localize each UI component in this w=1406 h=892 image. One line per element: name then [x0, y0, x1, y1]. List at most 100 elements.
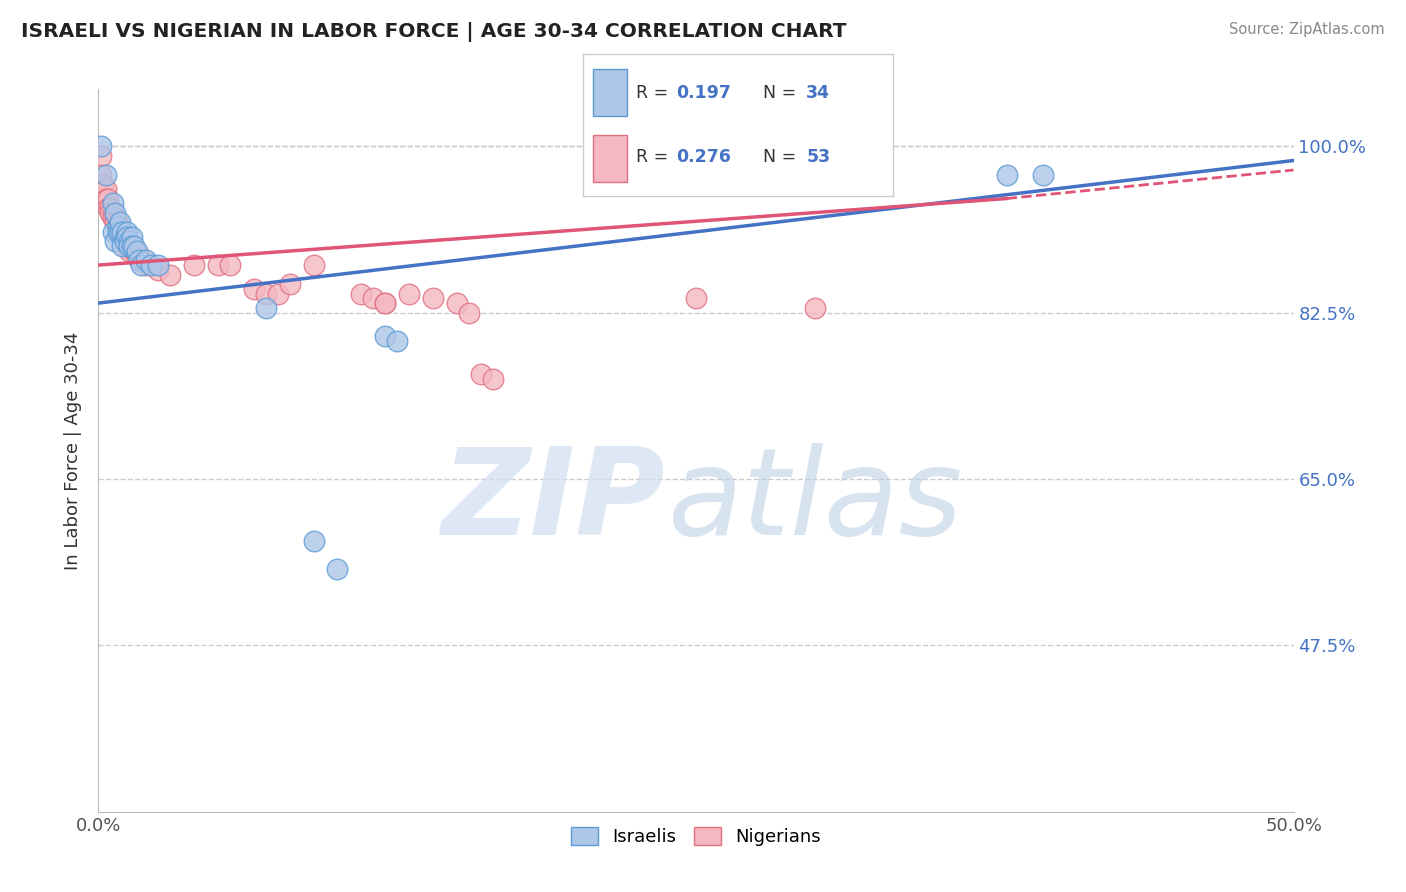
Text: Source: ZipAtlas.com: Source: ZipAtlas.com	[1229, 22, 1385, 37]
Point	[374, 296, 396, 310]
Point	[385, 334, 409, 348]
Point	[446, 296, 468, 310]
Point	[374, 329, 396, 343]
Point	[115, 235, 138, 249]
FancyBboxPatch shape	[593, 70, 627, 116]
Point	[115, 239, 138, 253]
Text: ZIP: ZIP	[440, 442, 665, 559]
Point	[111, 225, 134, 239]
Point	[104, 206, 127, 220]
Point	[104, 211, 127, 225]
Point	[278, 277, 301, 291]
Point	[94, 182, 117, 196]
Point	[108, 215, 131, 229]
Point	[254, 301, 277, 315]
Point	[995, 168, 1018, 182]
Point	[131, 253, 153, 268]
Point	[481, 372, 505, 386]
Point	[101, 225, 124, 239]
Text: 0.276: 0.276	[676, 148, 731, 166]
Point	[91, 178, 114, 192]
Point	[302, 533, 325, 548]
FancyBboxPatch shape	[593, 135, 627, 182]
Point	[125, 249, 148, 263]
Point	[374, 296, 396, 310]
Point	[139, 258, 162, 272]
Point	[326, 562, 349, 576]
Point	[254, 286, 277, 301]
Point	[243, 282, 266, 296]
Point	[128, 253, 150, 268]
Text: R =: R =	[636, 148, 673, 166]
Point	[118, 244, 141, 258]
Point	[107, 215, 129, 229]
Point	[111, 239, 134, 253]
Point	[148, 262, 170, 277]
Point	[302, 258, 325, 272]
Point	[108, 220, 131, 235]
Point	[219, 258, 242, 272]
Text: 53: 53	[806, 148, 831, 166]
Text: 34: 34	[806, 84, 830, 102]
Point	[685, 291, 707, 305]
Point	[111, 229, 134, 244]
Point	[114, 235, 136, 249]
Point	[124, 239, 146, 253]
Point	[114, 229, 136, 244]
Point	[207, 258, 229, 272]
Text: 0.197: 0.197	[676, 84, 731, 102]
Point	[458, 305, 481, 319]
Point	[101, 211, 124, 225]
Point	[350, 286, 373, 301]
Point	[1032, 168, 1054, 182]
Point	[97, 192, 120, 206]
Point	[121, 229, 143, 244]
Point	[128, 249, 150, 263]
Point	[118, 239, 141, 253]
Point	[804, 301, 827, 315]
Point	[107, 225, 129, 239]
Point	[422, 291, 444, 305]
Text: atlas: atlas	[668, 442, 963, 559]
Point	[97, 201, 120, 215]
Point	[114, 235, 136, 249]
Text: R =: R =	[636, 84, 673, 102]
Point	[363, 291, 385, 305]
Text: N =: N =	[763, 84, 801, 102]
Point	[108, 225, 131, 239]
Text: N =: N =	[763, 148, 801, 166]
Point	[135, 253, 157, 268]
Legend: Israelis, Nigerians: Israelis, Nigerians	[564, 820, 828, 854]
Point	[148, 258, 170, 272]
Point	[115, 229, 138, 244]
Point	[115, 225, 138, 239]
Point	[183, 258, 205, 272]
Point	[104, 215, 127, 229]
Y-axis label: In Labor Force | Age 30-34: In Labor Force | Age 30-34	[63, 331, 82, 570]
Point	[470, 368, 492, 382]
Point	[94, 168, 117, 182]
Point	[104, 235, 127, 249]
Point	[107, 220, 129, 235]
Point	[91, 192, 114, 206]
Point	[125, 244, 148, 258]
Point	[118, 235, 141, 249]
Point	[159, 268, 181, 282]
Point	[90, 139, 112, 153]
Point	[131, 258, 153, 272]
Point	[90, 168, 112, 182]
Point	[121, 239, 143, 253]
Point	[94, 192, 117, 206]
Point	[135, 258, 157, 272]
Point	[98, 206, 122, 220]
Point	[108, 225, 131, 239]
Point	[101, 206, 124, 220]
Point	[101, 196, 124, 211]
Point	[90, 149, 112, 163]
Point	[124, 244, 146, 258]
Point	[118, 239, 141, 253]
Point	[107, 220, 129, 235]
Point	[398, 286, 420, 301]
Point	[98, 201, 122, 215]
Point	[114, 229, 136, 244]
